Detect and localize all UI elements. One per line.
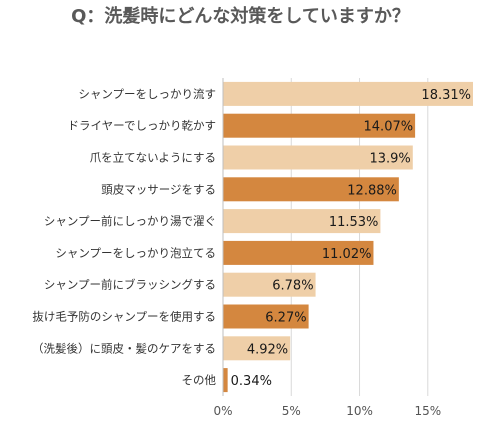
category-label: 抜け毛予防のシャンプーを使用する — [32, 310, 216, 324]
category-label: シャンプー前にブラッシングする — [44, 278, 216, 292]
chart-title: Q：洗髪時にどんな対策をしていますか？ — [71, 6, 410, 27]
x-tick-label: 5% — [282, 404, 301, 418]
bar — [223, 368, 228, 393]
value-label: 13.9% — [369, 152, 410, 167]
bar — [223, 209, 381, 234]
bar — [223, 145, 413, 170]
bar — [223, 177, 399, 202]
value-label: 4.92% — [247, 342, 288, 357]
bar — [223, 113, 416, 138]
x-tick-label: 15% — [414, 404, 441, 418]
bar — [223, 336, 291, 361]
value-label: 12.88% — [347, 183, 397, 198]
category-label: シャンプーをしっかり泡立てる — [55, 246, 216, 260]
value-label: 18.31% — [421, 88, 471, 103]
value-label: 11.53% — [329, 215, 379, 230]
category-label: シャンプーをしっかり流す — [78, 87, 216, 101]
bar — [223, 304, 309, 329]
bar — [223, 240, 374, 265]
bar — [223, 81, 473, 106]
category-label: （洗髪後）に頭皮・髪のケアをする — [32, 341, 216, 355]
value-label: 14.07% — [364, 120, 414, 135]
bar — [223, 272, 316, 297]
category-label: 頭皮マッサージをする — [101, 182, 216, 196]
x-tick-label: 10% — [346, 404, 373, 418]
category-label: その他 — [182, 373, 217, 387]
value-label: 11.02% — [322, 247, 372, 262]
value-label: 0.34% — [231, 374, 272, 389]
category-label: シャンプー前にしっかり湯で濯ぐ — [44, 214, 216, 228]
value-label: 6.27% — [265, 311, 306, 326]
value-label: 6.78% — [272, 279, 313, 294]
category-label: 爪を立てないようにする — [90, 151, 216, 165]
category-label: ドライヤーでしっかり乾かす — [68, 119, 216, 133]
x-tick-label: 0% — [213, 404, 232, 418]
